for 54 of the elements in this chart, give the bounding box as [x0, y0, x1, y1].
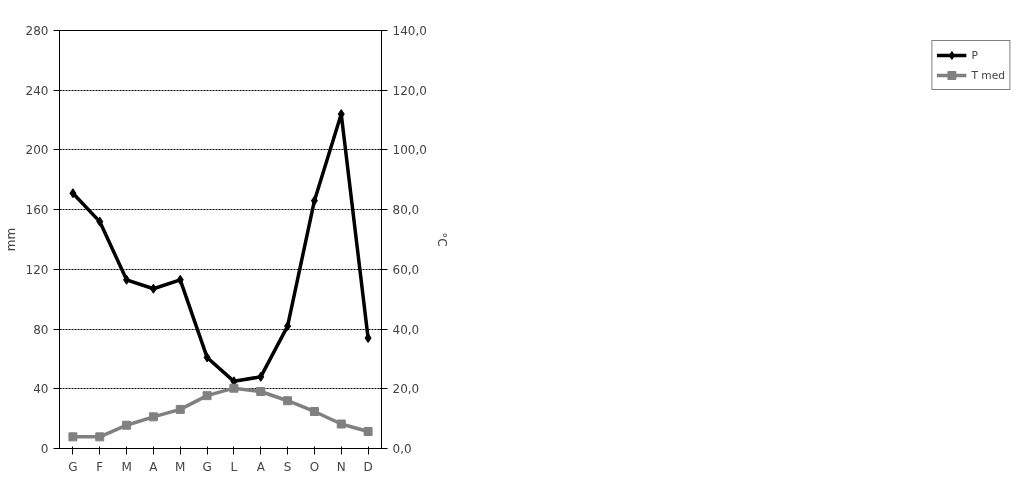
point [283, 396, 293, 406]
point [309, 406, 319, 416]
legend-label: P [971, 48, 979, 62]
point [364, 333, 372, 344]
y-tick-label: 280 [25, 24, 49, 38]
x-tick-label: G [202, 459, 212, 474]
y2-axis-title: °C [434, 232, 449, 247]
point [95, 432, 105, 442]
point [175, 404, 185, 414]
point [123, 274, 131, 285]
x-tick-label: N [336, 459, 346, 474]
y2-tick-label: 20,0 [392, 382, 420, 397]
x-tick-label: A [256, 459, 266, 474]
point [363, 426, 373, 436]
point [149, 283, 157, 294]
x-tick-label: F [96, 459, 104, 474]
point [176, 274, 184, 285]
y2-tick-label: 140,0 [392, 24, 427, 38]
y-tick-label: 120 [25, 262, 49, 277]
y-tick-label: 240 [25, 83, 49, 98]
y2-tick-label: 120,0 [392, 83, 427, 98]
y-tick-label: 40 [33, 382, 49, 397]
y2-tick-label: 0,0 [392, 442, 412, 456]
x-tick-label: O [309, 459, 320, 474]
x-tick-label: G [68, 459, 78, 474]
y2-tick-label: 40,0 [392, 322, 420, 337]
point [310, 195, 318, 206]
legend-label: T med [971, 68, 1005, 82]
y-tick-label: 0 [40, 442, 49, 456]
x-tick-label: M [175, 459, 186, 474]
x-tick-label: D [363, 459, 373, 474]
point [257, 371, 265, 382]
point [229, 383, 239, 393]
x-tick-label: L [230, 459, 238, 474]
point [148, 412, 158, 422]
point [68, 432, 78, 442]
y-tick-label: 80 [33, 322, 49, 337]
point [202, 391, 212, 401]
x-tick-label: A [149, 459, 159, 474]
y-tick-label: 200 [25, 143, 49, 158]
y2-tick-label: 100,0 [392, 143, 427, 158]
point [256, 386, 266, 396]
y2-tick-label: 60,0 [392, 262, 420, 277]
point [284, 321, 292, 332]
point [122, 420, 132, 430]
y-axis-title: mm [3, 227, 18, 252]
point [96, 216, 104, 227]
x-tick-label: S [283, 459, 292, 474]
point [336, 419, 346, 429]
y2-tick-label: 80,0 [392, 203, 420, 218]
y-tick-label: 160 [25, 203, 49, 218]
x-tick-label: M [121, 459, 132, 474]
point [203, 352, 211, 363]
point [69, 188, 77, 199]
